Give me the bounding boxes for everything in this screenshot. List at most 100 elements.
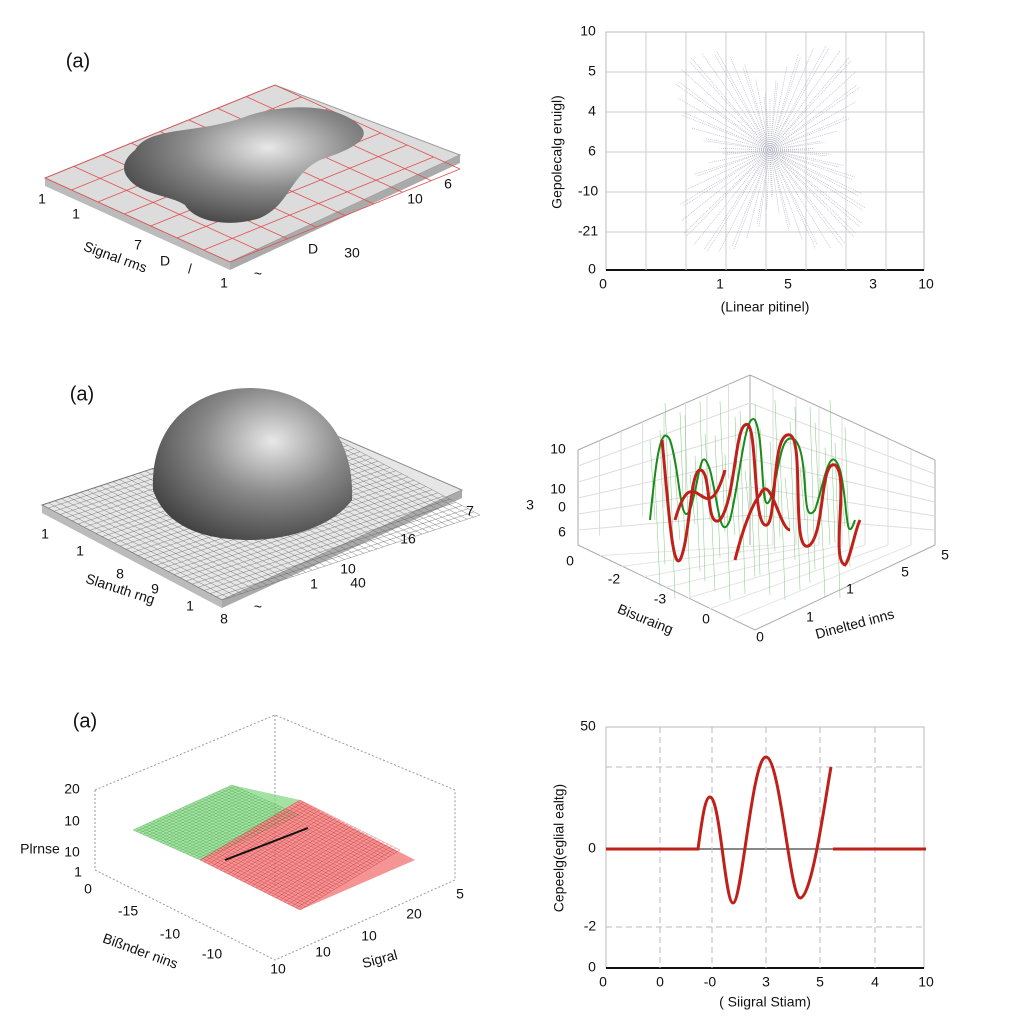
tick-label: 4 — [588, 103, 596, 119]
ray — [681, 149, 771, 222]
tick-label: / — [188, 261, 192, 277]
grid-line — [271, 835, 373, 897]
tick-label: 6 — [558, 524, 566, 540]
grid-line — [295, 847, 397, 909]
ray — [769, 130, 838, 151]
tick-label: 10 — [64, 813, 80, 829]
ray — [769, 87, 860, 151]
tick-label: 0 — [558, 499, 566, 515]
tick-label: 20 — [406, 906, 422, 922]
grid-line — [294, 803, 395, 854]
tick-label: 0 — [656, 974, 664, 990]
grid-line — [285, 808, 386, 859]
grid-line — [80, 492, 261, 588]
mesh-line — [679, 411, 686, 547]
ray — [769, 66, 788, 151]
blob — [124, 107, 364, 223]
grid-line — [277, 813, 378, 864]
grid-line — [247, 823, 349, 885]
tick-label: 9 — [151, 581, 159, 597]
mesh-line — [789, 421, 796, 560]
mesh-line — [739, 410, 746, 594]
tick-label: -10 — [578, 183, 598, 199]
grid-line — [199, 799, 301, 861]
ray — [769, 149, 841, 168]
grid-line — [61, 498, 242, 594]
grid-line — [225, 787, 293, 819]
ray — [769, 149, 831, 155]
mesh-line — [714, 435, 721, 558]
grid-line — [243, 821, 345, 883]
ray — [693, 149, 771, 246]
ray — [702, 140, 771, 151]
grid-line — [749, 402, 936, 475]
grid-line — [199, 859, 301, 911]
tick-label: 0 — [588, 959, 596, 975]
mesh-line — [669, 459, 676, 600]
grid-line — [207, 803, 309, 865]
tick-label: 10 — [550, 481, 566, 497]
grid-line — [54, 500, 235, 596]
ray — [769, 149, 860, 227]
grid-line — [136, 828, 204, 859]
ray — [694, 149, 771, 175]
ray — [769, 53, 799, 151]
ray — [769, 149, 866, 208]
grid-line — [257, 825, 358, 876]
ray — [769, 82, 779, 151]
tick-label: 5 — [901, 564, 909, 580]
grid-line — [279, 811, 381, 863]
grid-line — [288, 806, 389, 857]
grid-line — [217, 849, 318, 900]
tick-label: 1 — [716, 276, 724, 292]
ray — [769, 71, 857, 151]
grid-line — [202, 858, 303, 909]
ray — [769, 149, 857, 234]
grid-line — [621, 544, 797, 567]
grid-line — [205, 856, 306, 907]
mesh-line — [784, 477, 791, 531]
tick-label: ~ — [254, 266, 262, 282]
grid-line — [577, 402, 751, 467]
ray — [683, 149, 771, 207]
ray — [701, 53, 771, 151]
tick-label: 10 — [361, 928, 377, 944]
ray — [769, 149, 863, 211]
grid-line — [254, 827, 355, 878]
tick-label: 0 — [566, 553, 574, 569]
grid-line — [189, 804, 257, 835]
ray — [729, 56, 771, 151]
axis-label: Plrnse — [20, 841, 60, 857]
ray — [756, 149, 771, 225]
tick-label: 10 — [407, 191, 423, 207]
tick-label: 0 — [599, 974, 607, 990]
line — [224, 827, 309, 861]
grid-line — [248, 830, 349, 881]
tick-label: -2 — [608, 571, 621, 587]
ray — [769, 149, 843, 247]
plane-edge — [45, 178, 230, 270]
grid-line — [142, 825, 210, 856]
grid-line — [299, 849, 401, 911]
tick-label: 7 — [466, 503, 474, 519]
mesh-line — [654, 479, 661, 587]
grid-line — [237, 837, 338, 888]
mesh-line — [649, 439, 656, 521]
mesh-line — [809, 406, 816, 570]
tick-label: -2 — [584, 918, 597, 934]
axis-label: Cepeelg(eglial ealtg) — [551, 784, 567, 912]
grid-line — [67, 496, 248, 592]
grid-line — [251, 829, 352, 880]
tick-label: 10 — [340, 561, 356, 577]
ray — [769, 149, 862, 194]
grid-line — [231, 815, 333, 877]
grid-line — [215, 792, 283, 823]
grid-line — [73, 166, 259, 251]
grid-line — [235, 817, 337, 879]
ray — [742, 67, 771, 151]
mesh-line — [799, 466, 806, 521]
axis-label: Gepolecalg eruigl) — [549, 95, 565, 209]
